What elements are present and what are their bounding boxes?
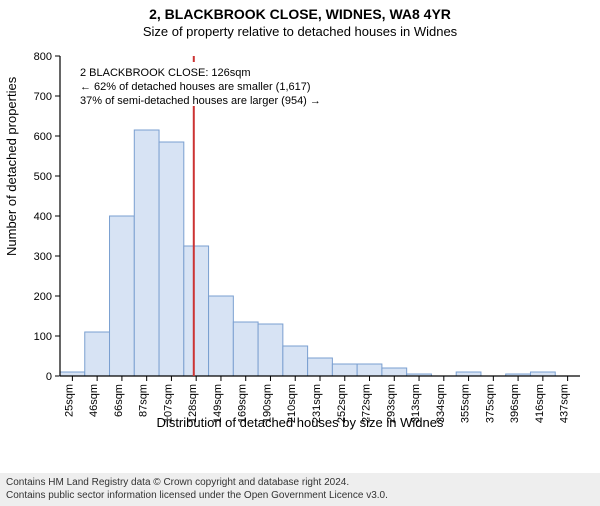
attribution-footer: Contains HM Land Registry data © Crown c… [0, 473, 600, 506]
histogram-bar [184, 246, 209, 376]
svg-text:500: 500 [34, 171, 52, 183]
annotation-line: 2 BLACKBROOK CLOSE: 126sqm [80, 67, 251, 79]
histogram-bar [308, 358, 333, 376]
annotation-line: 37% of semi-detached houses are larger (… [80, 95, 321, 107]
x-tick-label: 66sqm [113, 384, 125, 417]
histogram-bar [209, 296, 234, 376]
histogram-bar [134, 130, 159, 376]
footer-line-1: Contains HM Land Registry data © Crown c… [6, 477, 594, 490]
svg-text:800: 800 [34, 51, 52, 63]
chart-subtitle: Size of property relative to detached ho… [0, 24, 600, 39]
histogram-bar [382, 368, 407, 376]
histogram-bar [283, 346, 308, 376]
x-tick-label: 87sqm [138, 384, 150, 417]
svg-text:600: 600 [34, 131, 52, 143]
svg-text:0: 0 [46, 371, 52, 383]
svg-text:700: 700 [34, 91, 52, 103]
histogram-bar [332, 364, 357, 376]
svg-text:300: 300 [34, 251, 52, 263]
svg-text:200: 200 [34, 291, 52, 303]
y-axis-label: Number of detached properties [4, 77, 19, 256]
chart-area: Number of detached properties 0 100 200 300… [0, 46, 600, 466]
annotation-line: ← 62% of detached houses are smaller (1,… [80, 81, 311, 93]
x-tick-label: 25sqm [63, 384, 75, 417]
histogram-bar [357, 364, 382, 376]
svg-text:100: 100 [34, 331, 52, 343]
histogram-bar [233, 322, 258, 376]
x-tick-label: 46sqm [88, 384, 100, 417]
histogram-svg: 0 100 200 300 400 500 600 700 800 25sqm 46sqm 66sqm… [0, 46, 600, 426]
chart-title: 2, BLACKBROOK CLOSE, WIDNES, WA8 4YR [0, 6, 600, 22]
histogram-bar [110, 216, 135, 376]
svg-text:400: 400 [34, 211, 52, 223]
histogram-bar [85, 332, 110, 376]
histogram-bar [258, 324, 283, 376]
x-axis-label: Distribution of detached houses by size … [0, 415, 600, 430]
footer-line-2: Contains public sector information licen… [6, 490, 594, 503]
histogram-bar [159, 142, 184, 376]
